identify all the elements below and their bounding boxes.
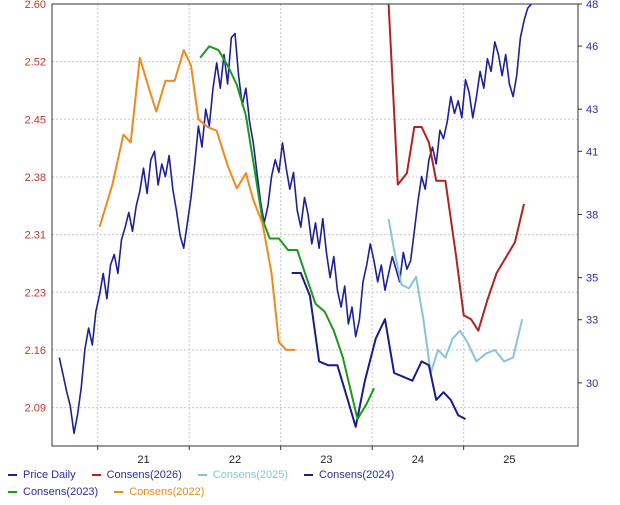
x-tick-label: 21: [137, 454, 149, 466]
legend-swatch-consens-2024: [304, 473, 314, 476]
series-line-consens-2022: [98, 49, 296, 351]
legend-swatch-consens-2026: [91, 473, 101, 476]
left-tick-label: 2.31: [25, 230, 46, 242]
grid-lines: [52, 3, 578, 446]
left-tick-label: 2.16: [25, 345, 46, 357]
legend-label-price-daily: Price Daily: [23, 468, 76, 481]
right-tick-label: 46: [586, 41, 598, 53]
x-tick-label: 24: [412, 454, 424, 466]
legend-label-consens-2026: Consens(2026): [106, 468, 182, 481]
right-tick-label: 38: [586, 209, 598, 221]
right-tick-label: 41: [586, 146, 598, 158]
series-line-consens-2025: [387, 219, 524, 374]
legend-item-consens-2025: Consens(2025): [197, 468, 289, 481]
right-tick-label: 35: [586, 273, 598, 285]
legend-swatch-consens-2022: [114, 490, 124, 493]
series-line-price-daily: [58, 3, 532, 435]
legend-item-consens-2023: Consens(2023): [8, 486, 98, 498]
legend-label-consens-2023: Consens(2023): [23, 485, 99, 498]
right-axis-ticks: 48 46 43 41 38 35 33 30: [578, 0, 598, 390]
legend-swatch-consens-2025: [197, 473, 207, 476]
left-tick-label: 2.45: [25, 114, 46, 126]
x-axis-ticks: 21 22 23 24 25: [97, 446, 516, 466]
series-lines: [58, 3, 532, 435]
plot-frame: [51, 3, 579, 447]
x-tick-label: 22: [229, 454, 241, 466]
legend-swatch-price-daily: [8, 473, 17, 476]
left-tick-label: 2.38: [25, 172, 46, 184]
legend-label-consens-2024: Consens(2024): [319, 468, 395, 481]
legend-item-consens-2024: Consens(2024): [304, 469, 394, 481]
left-tick-label: 2.23: [25, 287, 46, 299]
right-tick-label: 30: [586, 378, 598, 390]
x-tick-label: 25: [503, 454, 515, 466]
legend-row-2: Consens(2023) Consens(2022): [8, 483, 608, 500]
legend-row-1: Price Daily Consens(2026) Consens(2025) …: [8, 466, 608, 483]
series-line-consens-2024: [291, 272, 466, 428]
legend-swatch-consens-2023: [8, 490, 17, 493]
right-tick-label: 48: [586, 0, 598, 11]
left-tick-label: 2.09: [25, 403, 46, 415]
left-tick-label: 2.60: [25, 0, 46, 11]
legend-label-consens-2025: Consens(2025): [212, 468, 289, 481]
legend-item-price-daily: Price Daily: [8, 469, 76, 481]
legend-label-consens-2022: Consens(2022): [129, 485, 205, 498]
legend-item-consens-2022: Consens(2022): [114, 486, 204, 498]
right-tick-label: 33: [586, 315, 598, 327]
legend-item-consens-2026: Consens(2026): [91, 468, 182, 481]
series-line-consens-2026: [387, 3, 525, 332]
legend: Price Daily Consens(2026) Consens(2025) …: [8, 466, 608, 500]
series-line-consens-2023: [199, 45, 375, 421]
right-tick-label: 43: [586, 104, 598, 116]
left-axis-ticks: 2.60 2.52 2.45 2.38 2.31 2.23 2.16 2.09: [25, 0, 46, 415]
left-tick-label: 2.52: [25, 57, 46, 69]
x-tick-label: 23: [320, 454, 332, 466]
